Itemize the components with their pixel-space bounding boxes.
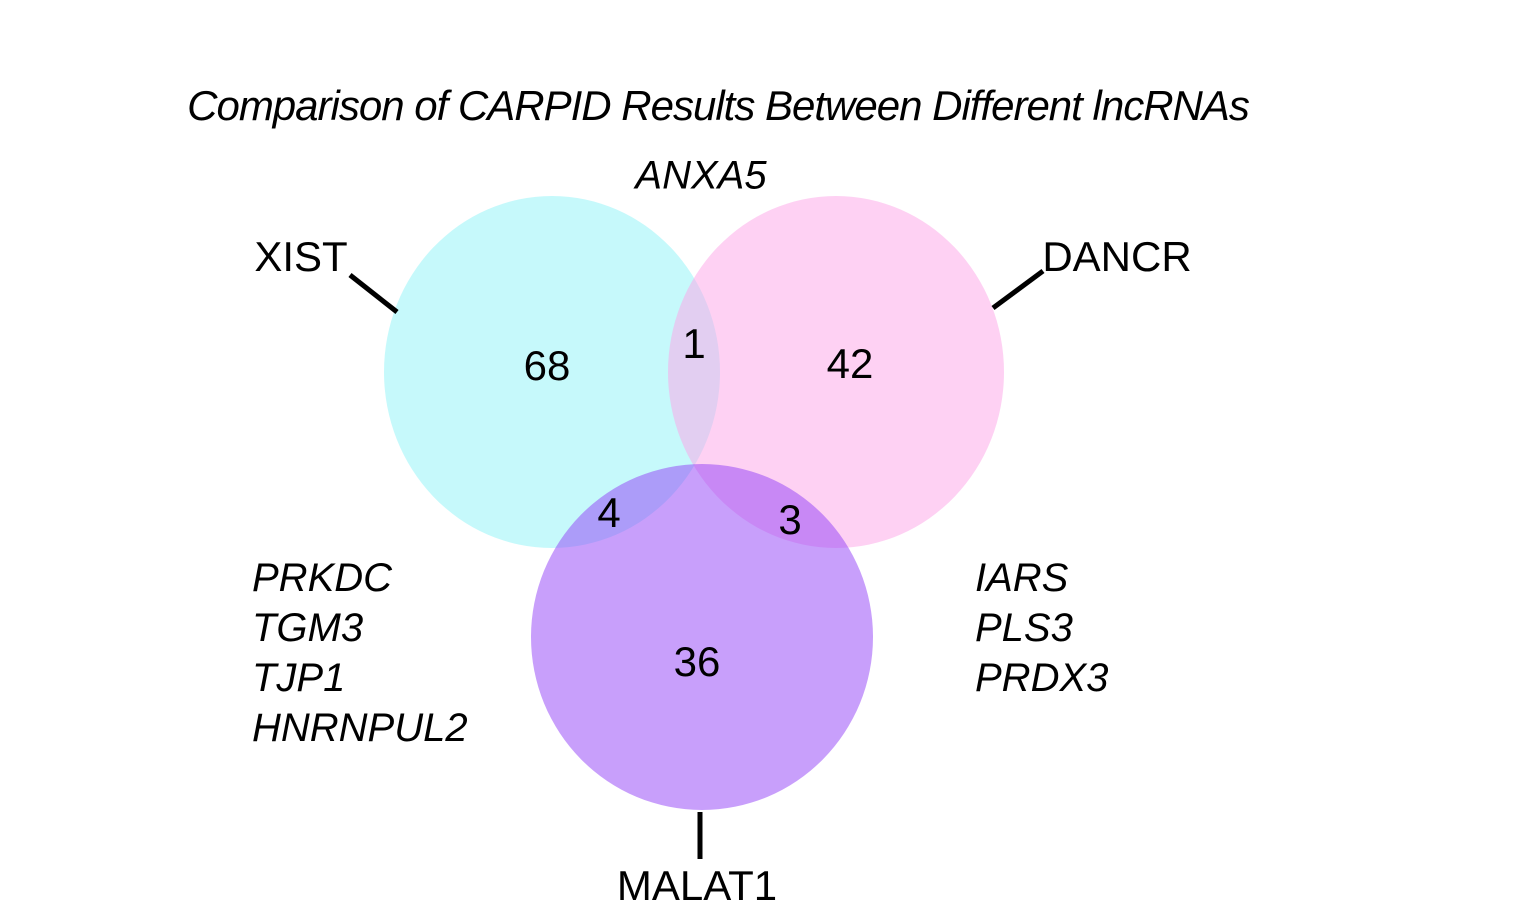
- venn-circle-dancr: [668, 196, 1004, 548]
- count-dancr-malat1-overlap: 3: [778, 496, 802, 543]
- intersection-gene-label-anxa5: ANXA5: [635, 153, 767, 198]
- gene-list-item: TJP1: [252, 656, 346, 700]
- count-xist-only: 68: [523, 342, 571, 389]
- venn-circle-xist: [384, 196, 720, 548]
- count-xist-malat1-overlap: 4: [597, 489, 621, 536]
- gene-list-item: HNRNPUL2: [252, 706, 468, 750]
- gene-list-dancr-malat1: IARS PLS3 PRDX3: [975, 553, 1108, 703]
- set-label-malat1: MALAT1: [616, 862, 778, 909]
- gene-list-item: IARS: [975, 556, 1069, 600]
- count-malat1-only: 36: [673, 638, 721, 685]
- xist-callout-line: [348, 273, 399, 314]
- set-label-dancr: DANCR: [1042, 233, 1192, 280]
- venn-circle-malat1: [531, 464, 873, 810]
- set-label-xist: XIST: [254, 233, 348, 280]
- gene-list-item: PRDX3: [975, 656, 1109, 700]
- gene-list-item: PRKDC: [252, 556, 393, 600]
- gene-list-item: TGM3: [252, 606, 364, 650]
- figure-title: Comparison of CARPID Results Between Dif…: [187, 82, 1250, 129]
- gene-list-item: PLS3: [975, 606, 1073, 650]
- dancr-callout-line: [991, 268, 1045, 311]
- gene-list-xist-malat1: PRKDC TGM3 TJP1 HNRNPUL2: [252, 553, 468, 753]
- count-dancr-only: 42: [826, 340, 874, 387]
- count-xist-dancr-overlap: 1: [682, 320, 706, 367]
